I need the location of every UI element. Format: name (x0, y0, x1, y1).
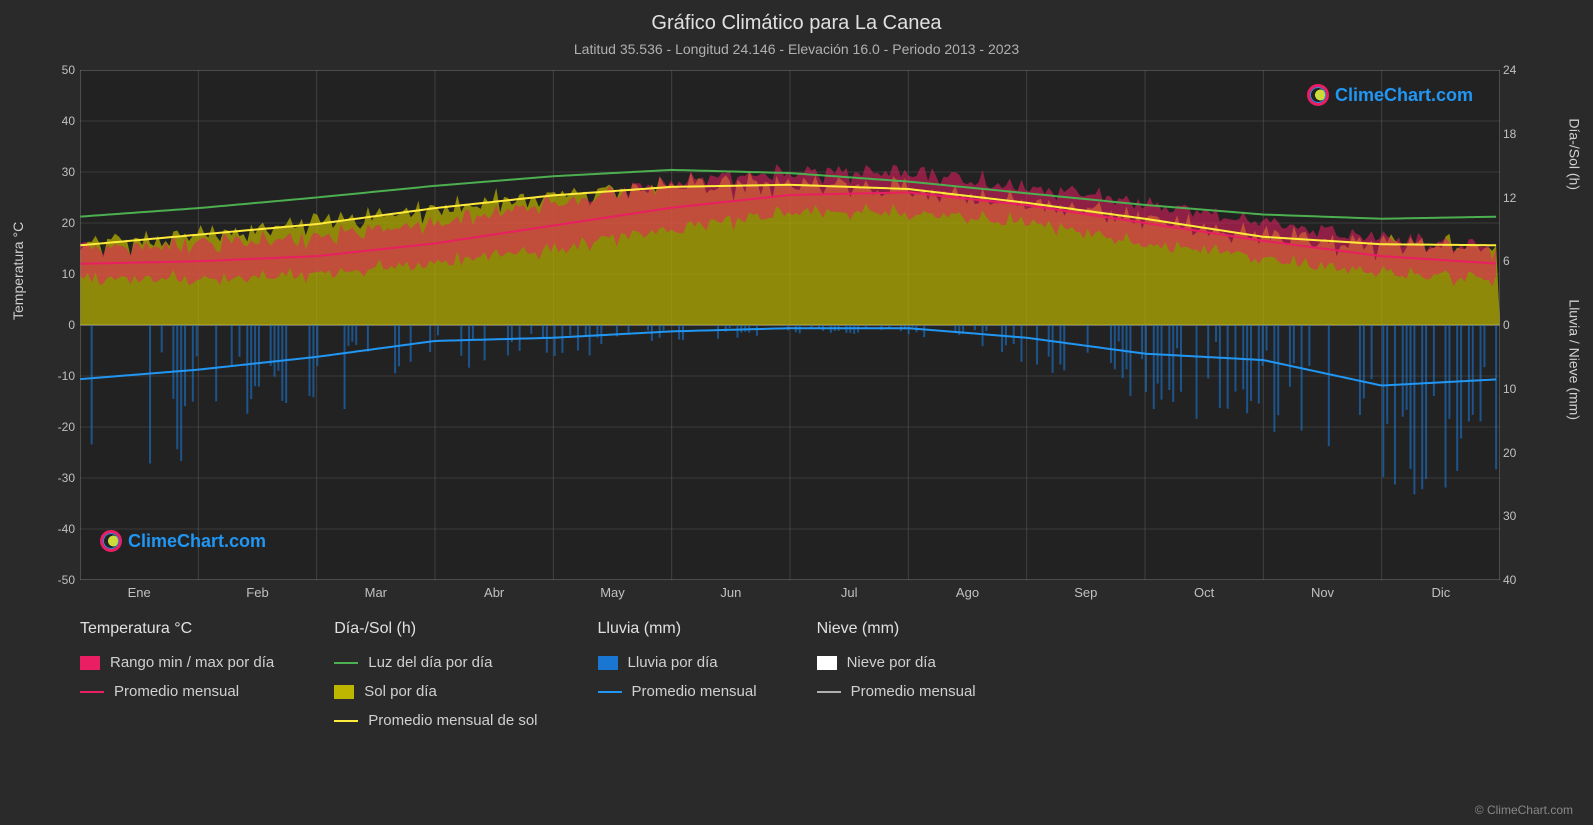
chart-container: Gráfico Climático para La Canea Latitud … (0, 0, 1593, 825)
x-tick-month: Ago (938, 585, 998, 600)
legend-label: Nieve por día (847, 654, 936, 671)
x-tick-month: Dic (1411, 585, 1471, 600)
legend-group: Día-/Sol (h) Luz del día por día Sol por d… (334, 620, 537, 729)
plot-area (80, 70, 1500, 580)
x-tick-month: Jul (819, 585, 879, 600)
chart-subtitle: Latitud 35.536 - Longitud 24.146 - Eleva… (0, 35, 1593, 57)
y-axis-right-bottom-label: Lluvia / Nieve (mm) (1567, 299, 1583, 420)
legend-item: Sol por día (334, 683, 537, 700)
y-axis-right-top-label: Día-/Sol (h) (1567, 118, 1583, 190)
legend-line-icon (598, 691, 622, 693)
legend-label: Lluvia por día (628, 654, 718, 671)
legend-swatch-icon (80, 656, 100, 670)
legend-item: Nieve por día (817, 654, 976, 671)
watermark-top: ClimeChart.com (1307, 84, 1473, 106)
legend-label: Sol por día (364, 683, 437, 700)
x-tick-month: Feb (228, 585, 288, 600)
y-tick-right-hours: 6 (1503, 254, 1533, 268)
legend-item: Promedio mensual (80, 683, 274, 700)
legend-item: Promedio mensual de sol (334, 712, 537, 729)
legend-label: Promedio mensual (114, 683, 239, 700)
y-tick-right-mm: 20 (1503, 446, 1533, 460)
legend-group: Lluvia (mm) Lluvia por día Promedio mensua… (598, 620, 757, 729)
legend-header: Nieve (mm) (817, 620, 976, 638)
legend-swatch-icon (817, 656, 837, 670)
legend-header: Día-/Sol (h) (334, 620, 537, 638)
y-tick-left: 0 (45, 318, 75, 332)
legend-header: Lluvia (mm) (598, 620, 757, 638)
y-tick-right-hours: 12 (1503, 191, 1533, 205)
legend-label: Promedio mensual (632, 683, 757, 700)
x-tick-month: Sep (1056, 585, 1116, 600)
legend-label: Promedio mensual (851, 683, 976, 700)
y-tick-left: 30 (45, 165, 75, 179)
y-tick-right-hours: 0 (1503, 318, 1533, 332)
legend-line-icon (80, 691, 104, 693)
y-tick-right-mm: 30 (1503, 509, 1533, 523)
logo-icon (100, 530, 122, 552)
y-axis-left-label: Temperatura °C (10, 222, 26, 320)
chart-title: Gráfico Climático para La Canea (0, 0, 1593, 35)
legend-swatch-icon (598, 656, 618, 670)
x-tick-month: Ene (109, 585, 169, 600)
x-tick-month: Oct (1174, 585, 1234, 600)
y-tick-left: 10 (45, 267, 75, 281)
y-tick-left: -10 (45, 369, 75, 383)
logo-icon (1307, 84, 1329, 106)
y-tick-left: -20 (45, 420, 75, 434)
y-tick-left: -50 (45, 573, 75, 587)
legend-group: Temperatura °C Rango min / max por día Pro… (80, 620, 274, 729)
x-tick-month: Mar (346, 585, 406, 600)
y-tick-right-hours: 18 (1503, 127, 1533, 141)
watermark-text: ClimeChart.com (1335, 85, 1473, 106)
legend-line-icon (817, 691, 841, 693)
legend-label: Rango min / max por día (110, 654, 274, 671)
copyright: © ClimeChart.com (1475, 803, 1573, 817)
legend: Temperatura °C Rango min / max por día Pro… (80, 620, 1500, 729)
legend-item: Luz del día por día (334, 654, 537, 671)
y-tick-left: 40 (45, 114, 75, 128)
legend-item: Rango min / max por día (80, 654, 274, 671)
legend-swatch-icon (334, 685, 354, 699)
legend-line-icon (334, 720, 358, 722)
y-tick-left: -30 (45, 471, 75, 485)
x-tick-month: Jun (701, 585, 761, 600)
x-tick-month: Nov (1293, 585, 1353, 600)
legend-label: Promedio mensual de sol (368, 712, 537, 729)
legend-item: Promedio mensual (817, 683, 976, 700)
x-tick-month: May (583, 585, 643, 600)
y-tick-left: 50 (45, 63, 75, 77)
x-tick-month: Abr (464, 585, 524, 600)
watermark-bottom: ClimeChart.com (100, 530, 266, 552)
legend-header: Temperatura °C (80, 620, 274, 638)
legend-item: Lluvia por día (598, 654, 757, 671)
y-tick-right-mm: 40 (1503, 573, 1533, 587)
y-tick-right-mm: 10 (1503, 382, 1533, 396)
y-tick-left: -40 (45, 522, 75, 536)
legend-item: Promedio mensual (598, 683, 757, 700)
legend-line-icon (334, 662, 358, 664)
y-tick-left: 20 (45, 216, 75, 230)
watermark-text: ClimeChart.com (128, 531, 266, 552)
legend-label: Luz del día por día (368, 654, 492, 671)
y-tick-right-hours: 24 (1503, 63, 1533, 77)
legend-group: Nieve (mm) Nieve por día Promedio mensual (817, 620, 976, 729)
